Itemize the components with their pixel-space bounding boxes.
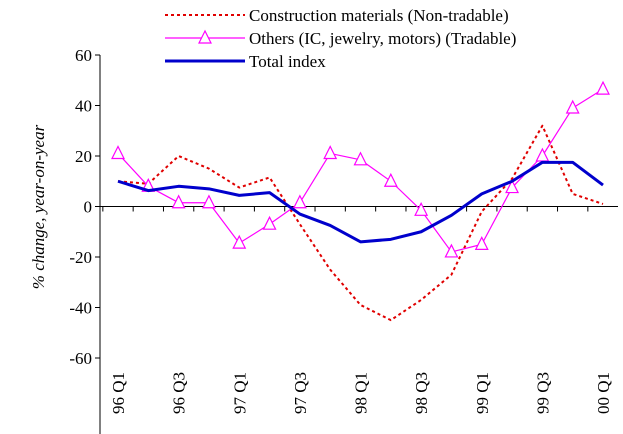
- x-tick-label: 99 Q1: [473, 372, 492, 414]
- marker: [474, 236, 489, 250]
- x-tick-label: 96 Q1: [109, 372, 128, 414]
- y-tick-label: -40: [69, 299, 92, 318]
- legend-label: Construction materials (Non-tradable): [249, 6, 509, 25]
- marker: [353, 151, 368, 166]
- y-tick-label: 60: [75, 46, 92, 65]
- marker: [323, 145, 338, 160]
- marker: [414, 201, 429, 216]
- y-tick-label: 40: [75, 97, 92, 116]
- legend-label: Total index: [249, 52, 326, 71]
- marker: [171, 194, 186, 209]
- y-tick-label: -60: [69, 349, 92, 368]
- marker: [505, 179, 520, 194]
- x-tick-label: 97 Q3: [291, 372, 310, 414]
- y-tick-label: 0: [84, 198, 93, 217]
- series-line: [117, 160, 604, 244]
- legend-marker: [198, 29, 212, 44]
- marker: [111, 145, 125, 160]
- y-axis-label: % change, year-on-year: [29, 124, 48, 289]
- y-tick-label: 20: [75, 147, 92, 166]
- marker: [444, 243, 459, 258]
- marker: [292, 194, 307, 209]
- marker: [232, 234, 247, 249]
- marker: [262, 215, 277, 230]
- marker: [565, 99, 580, 114]
- marker: [596, 80, 610, 95]
- x-tick-label: 98 Q1: [352, 372, 371, 414]
- marker: [201, 194, 216, 209]
- x-tick-label: 99 Q3: [533, 372, 552, 414]
- x-tick-label: 98 Q3: [412, 372, 431, 414]
- x-tick-label: 97 Q1: [230, 372, 249, 414]
- marker: [535, 147, 550, 162]
- x-tick-label: 96 Q3: [170, 372, 189, 414]
- x-tick-label: 00 Q1: [594, 372, 613, 414]
- legend-label: Others (IC, jewelry, motors) (Tradable): [249, 29, 516, 48]
- y-tick-label: -20: [69, 248, 92, 267]
- marker: [383, 172, 398, 187]
